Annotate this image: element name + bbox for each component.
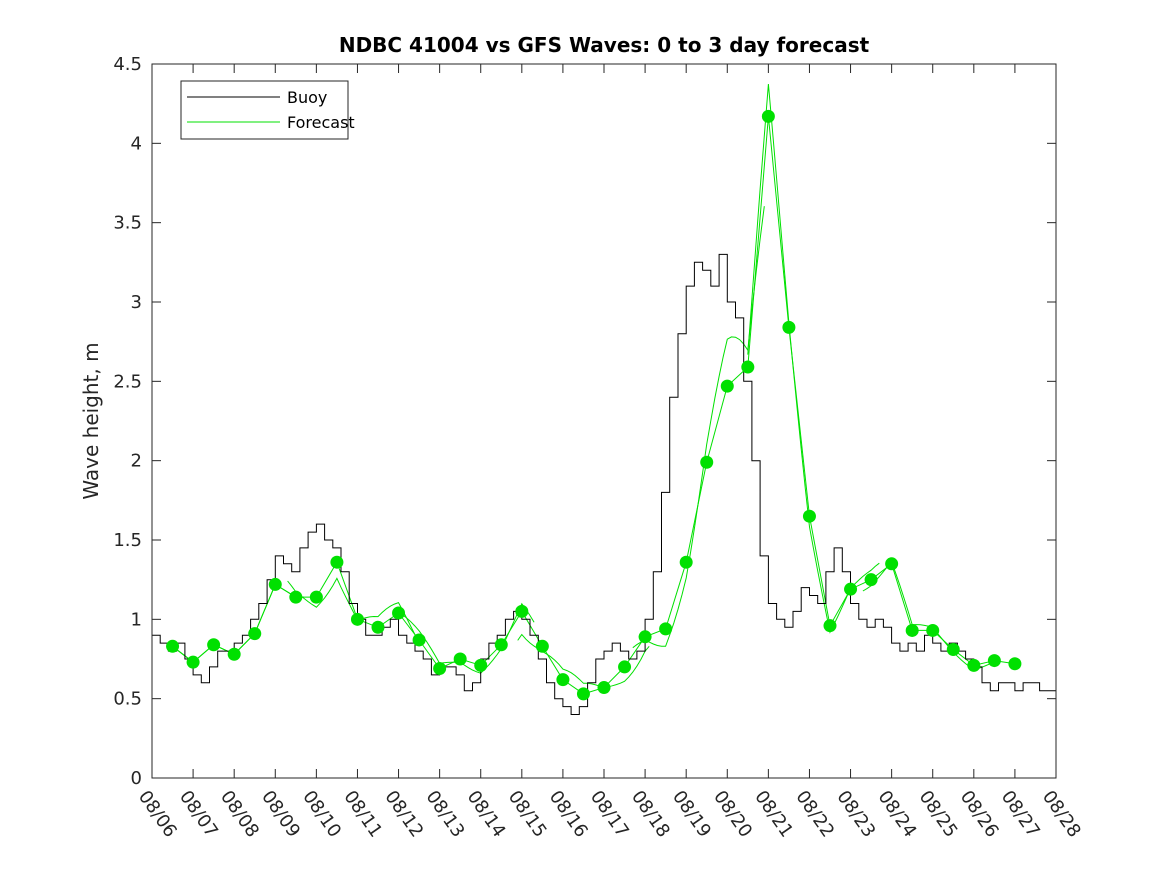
y-axis: 0 0.5 1 1.5 2 2.5 3 3.5 4 4.5 bbox=[113, 54, 1056, 789]
forecast-point bbox=[289, 590, 303, 604]
forecast-point bbox=[823, 619, 837, 633]
forecast-point bbox=[371, 620, 385, 634]
forecast-point bbox=[638, 630, 652, 644]
forecast-point bbox=[1008, 657, 1022, 671]
forecast-point bbox=[618, 660, 632, 674]
y-tick-label: 0.5 bbox=[113, 689, 142, 710]
forecast-point bbox=[885, 557, 899, 571]
legend: Buoy Forecast bbox=[180, 80, 355, 140]
forecast-point bbox=[720, 379, 734, 393]
y-tick-label: 3 bbox=[131, 292, 142, 313]
forecast-line bbox=[747, 84, 880, 634]
forecast-point bbox=[227, 647, 241, 661]
forecast-point bbox=[535, 639, 549, 653]
chart-title: NDBC 41004 vs GFS Waves: 0 to 3 day fore… bbox=[339, 33, 870, 57]
forecast-point bbox=[864, 573, 878, 587]
y-tick-label: 2 bbox=[131, 451, 142, 472]
forecast-point bbox=[700, 455, 714, 469]
forecast-point bbox=[905, 623, 919, 637]
y-tick-label: 1 bbox=[131, 609, 142, 630]
legend-box bbox=[180, 80, 349, 140]
forecast-point bbox=[844, 582, 858, 596]
forecast-line bbox=[287, 577, 420, 643]
forecast-point bbox=[802, 509, 816, 523]
forecast-point bbox=[412, 633, 426, 647]
forecast-point bbox=[946, 642, 960, 656]
y-tick-label: 4.5 bbox=[113, 54, 142, 75]
forecast-point bbox=[248, 627, 262, 641]
buoy-layer bbox=[152, 253, 1057, 715]
forecast-point bbox=[741, 360, 755, 374]
forecast-point bbox=[926, 623, 940, 637]
y-tick-label: 0 bbox=[131, 768, 142, 789]
y-tick-label: 1.5 bbox=[113, 530, 142, 551]
forecast-point bbox=[576, 687, 590, 701]
forecast-point bbox=[597, 681, 611, 695]
forecast-point bbox=[330, 555, 344, 569]
forecast-point bbox=[782, 320, 796, 334]
forecast-point bbox=[761, 109, 775, 123]
forecast-markers bbox=[166, 109, 1022, 701]
legend-buoy-label: Buoy bbox=[287, 88, 327, 107]
forecast-point bbox=[433, 662, 447, 676]
y-tick-label: 4 bbox=[131, 133, 142, 154]
forecast-point bbox=[186, 655, 200, 669]
y-tick-label: 3.5 bbox=[113, 213, 142, 234]
forecast-point bbox=[494, 638, 508, 652]
forecast-point bbox=[453, 652, 467, 666]
forecast-point bbox=[474, 658, 488, 672]
forecast-point bbox=[392, 606, 406, 620]
y-axis-label: Wave height, m bbox=[79, 342, 103, 499]
forecast-point bbox=[350, 612, 364, 626]
forecast-point bbox=[967, 658, 981, 672]
forecast-point bbox=[268, 577, 282, 591]
forecast-point bbox=[679, 555, 693, 569]
forecast-point bbox=[987, 654, 1001, 668]
y-tick-label: 2.5 bbox=[113, 371, 142, 392]
buoy-line bbox=[152, 253, 1057, 715]
forecast-point bbox=[207, 638, 221, 652]
forecast-point bbox=[166, 639, 180, 653]
legend-forecast-label: Forecast bbox=[287, 113, 355, 132]
forecast-point bbox=[556, 673, 570, 687]
forecast-point bbox=[515, 604, 529, 618]
forecast-point bbox=[309, 590, 323, 604]
forecast-point bbox=[659, 622, 673, 636]
